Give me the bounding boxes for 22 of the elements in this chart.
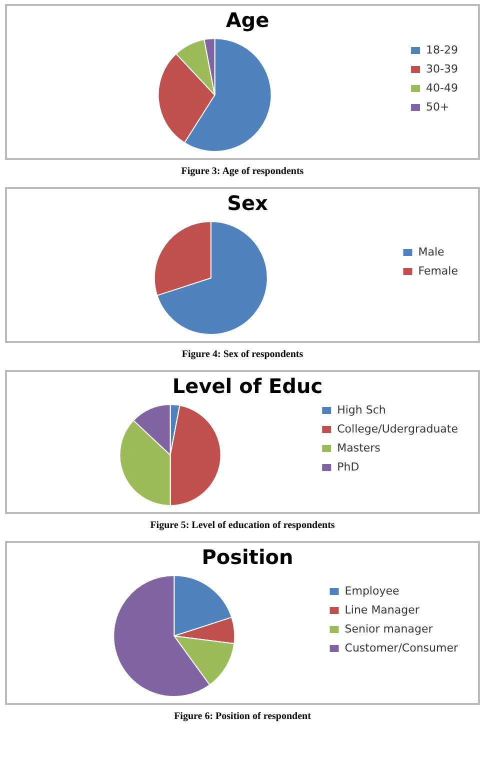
legend-label: PhD <box>337 460 360 474</box>
caption: Figure 6: Position of respondent <box>173 711 312 722</box>
legend-label: 50+ <box>426 100 450 114</box>
chart-title: Age <box>226 8 270 32</box>
caption: Figure 5: Level of education of respondents <box>149 520 336 531</box>
legend-label: 18-29 <box>426 43 458 56</box>
legend-label: Senior manager <box>344 622 434 636</box>
legend-label: Line Manager <box>344 603 420 616</box>
legend-label: 30-39 <box>426 62 458 76</box>
legend-label: Female <box>418 264 458 278</box>
chart-title: Level of Educ <box>172 374 323 398</box>
legend-label: Male <box>418 245 445 258</box>
legend-label: Employee <box>344 584 400 598</box>
legend-label: Masters <box>337 441 381 454</box>
chart-title: Position <box>202 545 294 570</box>
legend-label: 40-49 <box>426 81 458 94</box>
caption: Figure 3: Age of respondents <box>180 166 305 177</box>
legend-label: Customer/Consumer <box>344 641 458 654</box>
legend-label: College/Udergraduate <box>337 422 458 436</box>
legend-label: High Sch <box>337 403 386 416</box>
caption: Figure 4: Sex of respondents <box>180 349 304 360</box>
chart-title: Sex <box>227 191 268 216</box>
